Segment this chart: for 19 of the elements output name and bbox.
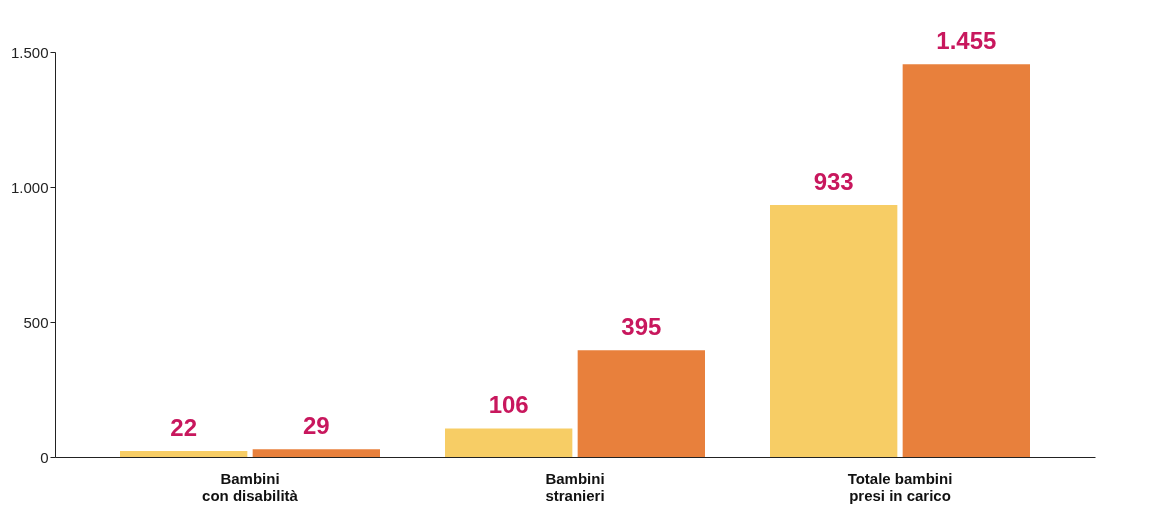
bar [252,449,380,457]
y-tick-label: 1.000 [10,178,49,196]
bar [120,451,248,457]
data-label: 29 [302,412,330,440]
data-label: 933 [813,168,854,196]
data-label: 22 [170,414,198,442]
data-label: 395 [621,313,662,341]
y-tick-label: 1.500 [10,43,49,61]
data-label: 1.455 [936,27,997,55]
y-tick-label: 0 [40,448,49,466]
x-tick-label: Bambini stranieri [545,469,605,504]
y-tick-label: 500 [23,313,49,331]
x-tick-label: Bambini con disabilità [202,469,299,504]
bar [577,350,705,457]
bar [770,205,898,457]
bar [902,64,1030,457]
bar [445,428,573,457]
data-label: 106 [488,391,529,419]
x-tick-label: Totale bambini presi in carico [847,469,953,504]
